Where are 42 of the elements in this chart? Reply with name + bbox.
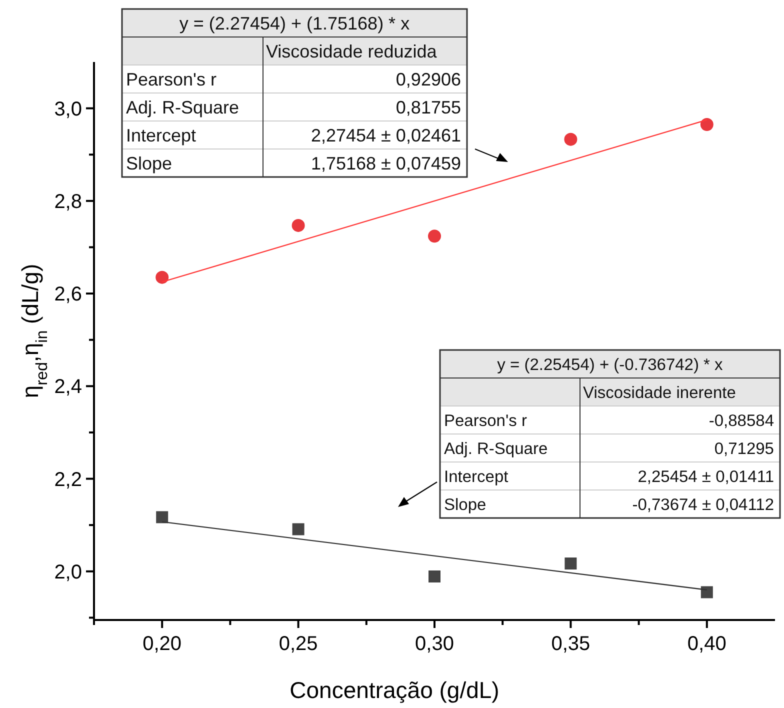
annotation: Viscosidade inerente (583, 384, 736, 402)
annotation: 2,25454 ± 0,01411 (638, 468, 774, 486)
annotation: Pearson's r (126, 69, 216, 90)
annotation: Intercept (444, 468, 509, 486)
annotation: Adj. R-Square (444, 440, 548, 458)
text: Viscosidade reduzida (266, 41, 437, 62)
y-tick-label: 2,2 (54, 468, 82, 491)
annotation: -0,73674 ± 0,04112 (632, 496, 774, 514)
annotation: 1,75168 ± 0,07459 (310, 153, 461, 174)
annotation: Slope (444, 496, 486, 514)
annotation: 0,81755 (396, 97, 461, 118)
y-tick-label: 2,4 (54, 376, 82, 398)
annotation: 0,92906 (396, 69, 461, 90)
annotation: Adj. R-Square (126, 97, 240, 118)
point (428, 570, 440, 582)
point (156, 270, 169, 284)
annotation: 0,71295 (714, 440, 774, 458)
annotation: Slope (126, 153, 172, 174)
annotation: 2,27454 ± 0,02461 (310, 125, 461, 146)
y-tick-label: 2,6 (54, 284, 82, 306)
point (156, 511, 168, 524)
point (700, 586, 713, 598)
x-tick-label: 0,40 (687, 633, 726, 655)
point (700, 118, 714, 132)
point (292, 523, 304, 536)
x-tick-label: 0,35 (551, 633, 590, 655)
y-tick-label: 2,8 (54, 190, 82, 213)
annotation: Pearson's r (444, 412, 528, 430)
point (428, 230, 441, 243)
point (564, 558, 577, 570)
x-tick-label: 0,30 (415, 633, 454, 655)
annotation: Intercept (126, 125, 196, 146)
point (292, 218, 305, 232)
x-tick-label: 0,20 (142, 633, 182, 655)
text: y = (2.27454) + (1.75168) * x (179, 13, 410, 34)
x-axis-title: Concentração (g/dL) (290, 677, 500, 703)
annotation: -0,88584 (708, 412, 774, 430)
y-tick-label: 2,0 (54, 561, 82, 584)
y-tick-label: 3,0 (54, 98, 82, 120)
annotation: y = (2.25454) + (-0.736742) * x (497, 356, 724, 374)
x-tick-label: 0,25 (278, 633, 318, 655)
point (564, 132, 578, 146)
